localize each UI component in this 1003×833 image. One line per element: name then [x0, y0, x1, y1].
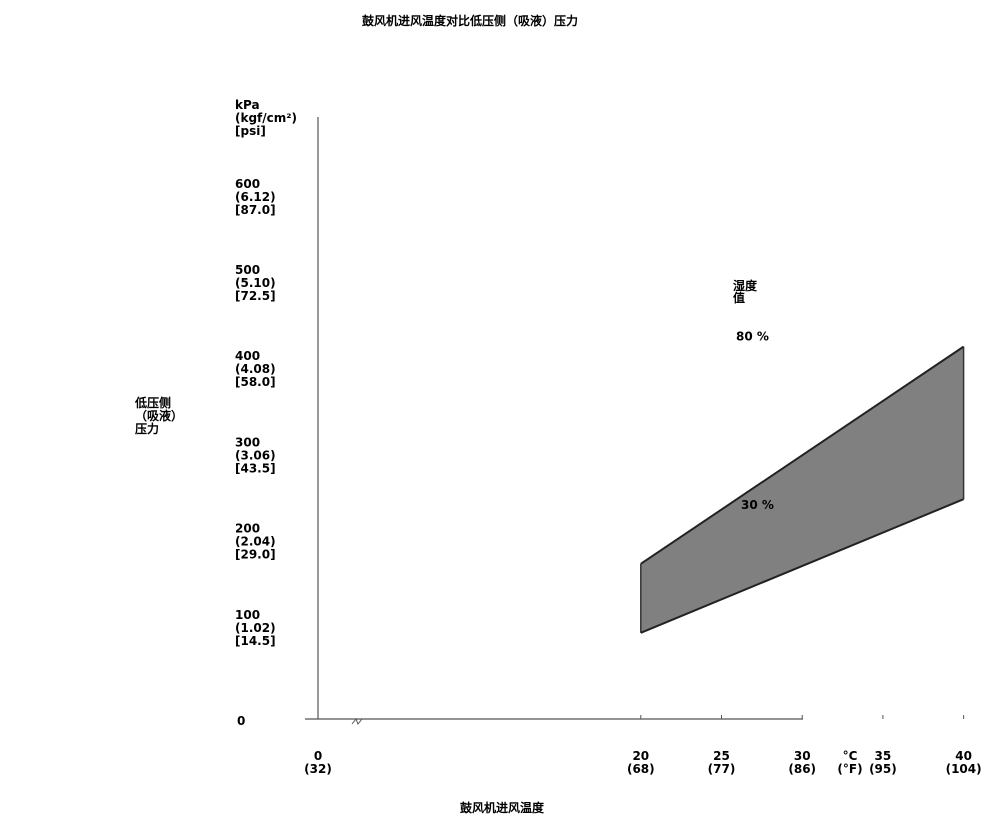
- y-tick-label-psi: [72.5]: [235, 289, 276, 303]
- y-tick-label-kgf: (1.02): [235, 621, 276, 635]
- legend-title: 湿度: [733, 278, 758, 293]
- series-line-80: [640, 345, 965, 565]
- series-line-30: [640, 498, 964, 634]
- series-label-30: 30 %: [741, 498, 774, 512]
- x-unit-c: °C: [843, 749, 858, 763]
- x-tick-label-c: 0: [314, 749, 322, 763]
- x-tick-label-c: 25: [713, 749, 730, 763]
- y-tick-label-psi: [87.0]: [235, 203, 276, 217]
- chart-title: 鼓风机进风温度对比低压侧（吸液）压力: [362, 13, 578, 28]
- y-tick-label: 0: [237, 714, 245, 728]
- x-tick-label-f: (86): [788, 762, 816, 776]
- y-tick-labels: 0 100(1.02)[14.5] 200(2.04)[29.0] 300(3.06)…: [235, 177, 276, 728]
- y-axis-label: 低压侧（吸液）压力: [134, 395, 183, 436]
- y-tick-label-psi: [14.5]: [235, 634, 276, 648]
- x-tick-label-f: (68): [627, 762, 655, 776]
- y-label-line: （吸液）: [135, 408, 183, 423]
- y-unit-line: (kgf/cm²): [235, 111, 297, 125]
- axis-break-mark: [351, 718, 363, 725]
- y-tick-label-kpa: 100: [235, 608, 260, 622]
- y-tick-label-kgf: (3.06): [235, 448, 276, 462]
- x-axis-label: 鼓风机进风温度: [460, 800, 545, 815]
- legend-title: 值: [733, 290, 745, 305]
- y-tick-label-kpa: 400: [235, 349, 260, 363]
- y-tick-label-psi: [43.5]: [235, 461, 276, 475]
- y-tick-label-kgf: (5.10): [235, 276, 276, 290]
- axes: [305, 117, 965, 725]
- y-tick-label-kpa: 600: [235, 177, 260, 191]
- y-tick-label-psi: [58.0]: [235, 375, 276, 389]
- y-tick-label-kgf: (6.12): [235, 190, 276, 204]
- x-tick-label-f: (32): [304, 762, 332, 776]
- legend: 湿度值 80 % 30 %: [733, 278, 774, 512]
- y-tick-label-kgf: (2.04): [235, 535, 276, 549]
- x-tick-labels: 0(32)20(68)25(77)30(86)35(95)40(104)45(1…: [304, 749, 982, 776]
- x-unit-f: (°F): [837, 762, 862, 776]
- data-band: [640, 345, 965, 634]
- y-axis-unit: kPa(kgf/cm²)[psi]: [235, 98, 297, 138]
- y-unit-line: kPa: [235, 98, 260, 112]
- y-tick-label-kgf: (4.08): [235, 362, 276, 376]
- x-tick-label-c: 20: [632, 749, 649, 763]
- y-tick-label-kpa: 200: [235, 522, 260, 536]
- x-tick-label-f: (104): [946, 762, 982, 776]
- y-tick-label-kpa: 300: [235, 435, 260, 449]
- series-label-80: 80 %: [736, 330, 769, 344]
- y-label-line: 低压侧: [134, 395, 171, 410]
- y-unit-line: [psi]: [235, 124, 266, 138]
- x-tick-label-c: 40: [955, 749, 972, 763]
- y-tick-label-kpa: 500: [235, 263, 260, 277]
- x-tick-label-f: (77): [708, 762, 736, 776]
- band-fill: [640, 346, 964, 633]
- x-tick-label-f: (95): [869, 762, 897, 776]
- y-label-line: 压力: [135, 421, 159, 436]
- y-tick-label-psi: [29.0]: [235, 548, 276, 562]
- x-tick-label-c: 35: [875, 749, 892, 763]
- x-tick-label-c: 30: [794, 749, 811, 763]
